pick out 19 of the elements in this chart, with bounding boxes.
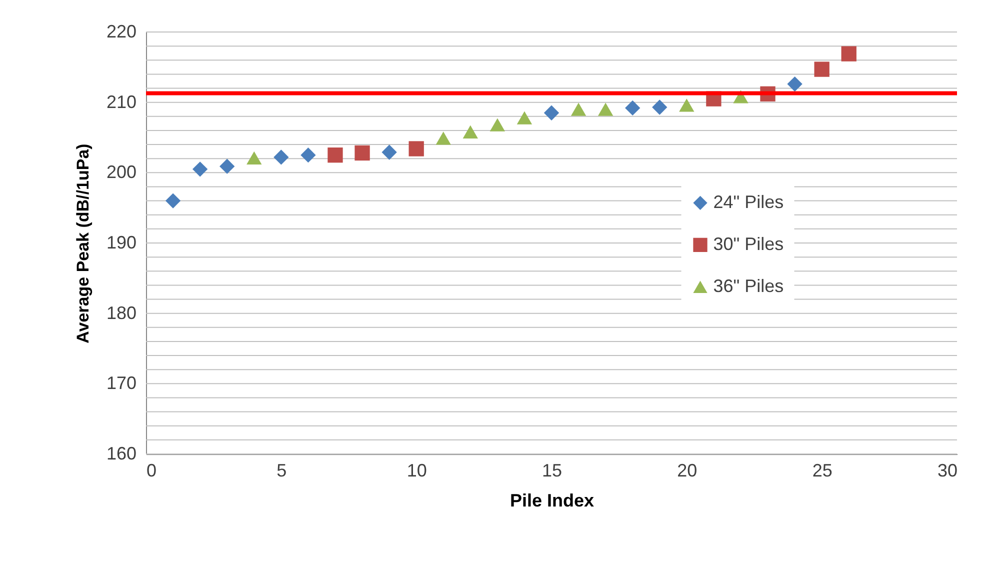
x-tick-label: 5 [276,460,287,480]
x-tick-label: 20 [677,460,698,480]
x-tick-label: 15 [542,460,562,480]
legend-label: 36" Piles [713,276,784,296]
legend-label: 30" Piles [713,234,784,254]
y-tick-label: 200 [106,162,136,182]
y-tick-label: 170 [106,373,136,394]
y-axis-title: Average Peak (dB//1uPa) [73,144,92,344]
y-tick-label: 210 [106,92,136,112]
x-tick-label: 10 [406,460,427,480]
legend-label: 24" Piles [713,192,784,212]
x-tick-label: 25 [812,460,832,480]
y-tick-label: 190 [106,232,136,252]
x-tick-label: 0 [146,460,157,480]
y-tick-label: 160 [106,444,136,464]
x-axis-title: Pile Index [510,490,594,510]
y-tick-label: 220 [106,22,136,42]
x-tick-label: 30 [937,460,958,480]
y-tick-label: 180 [106,302,136,323]
